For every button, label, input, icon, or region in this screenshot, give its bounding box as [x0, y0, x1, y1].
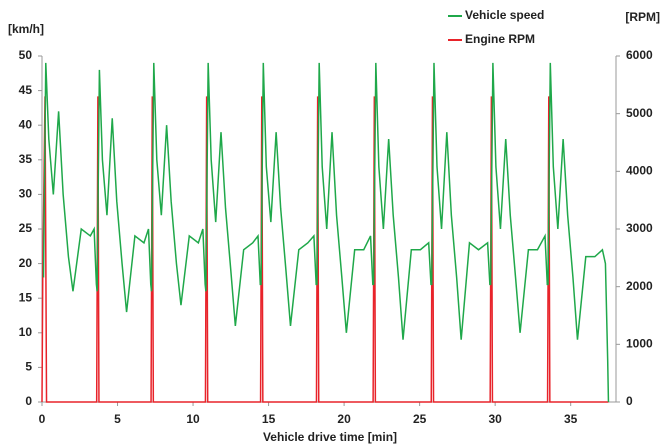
x-tick-label: 25: [413, 412, 427, 426]
x-tick-label: 35: [564, 412, 578, 426]
series-line: [41, 96, 609, 403]
y-tick-label: 50: [19, 48, 33, 62]
x-tick-label: 15: [262, 412, 276, 426]
x-tick-label: 30: [488, 412, 502, 426]
x-tick-label: 5: [114, 412, 121, 426]
y-tick-label: 45: [19, 83, 33, 97]
x-tick-label: 10: [186, 412, 200, 426]
y2-tick-label: 5000: [626, 106, 653, 120]
y-tick-label: 10: [19, 325, 33, 339]
legend-label: Engine RPM: [465, 32, 535, 46]
x-tick-label: 0: [39, 412, 46, 426]
y-tick-label: 25: [19, 221, 33, 235]
y-axis-label: [km/h]: [8, 22, 44, 36]
x-axis-label: Vehicle drive time [min]: [263, 430, 397, 444]
y-tick-label: 20: [19, 256, 33, 270]
x-tick-label: 20: [337, 412, 351, 426]
y-tick-label: 15: [19, 290, 33, 304]
y2-axis-label: [RPM]: [625, 10, 660, 24]
series-line: [42, 62, 610, 403]
y-tick-label: 35: [19, 152, 33, 166]
y-tick-label: 30: [19, 187, 33, 201]
y2-tick-label: 3000: [626, 221, 653, 235]
y-tick-label: 40: [19, 117, 33, 131]
y-tick-label: 0: [25, 394, 32, 408]
y-tick-label: 5: [25, 360, 32, 374]
y2-tick-label: 2000: [626, 279, 653, 293]
y2-tick-label: 1000: [626, 337, 653, 351]
y2-tick-label: 4000: [626, 164, 653, 178]
y2-tick-label: 6000: [626, 48, 653, 62]
legend-label: Vehicle speed: [465, 8, 544, 22]
y2-tick-label: 0: [626, 394, 633, 408]
